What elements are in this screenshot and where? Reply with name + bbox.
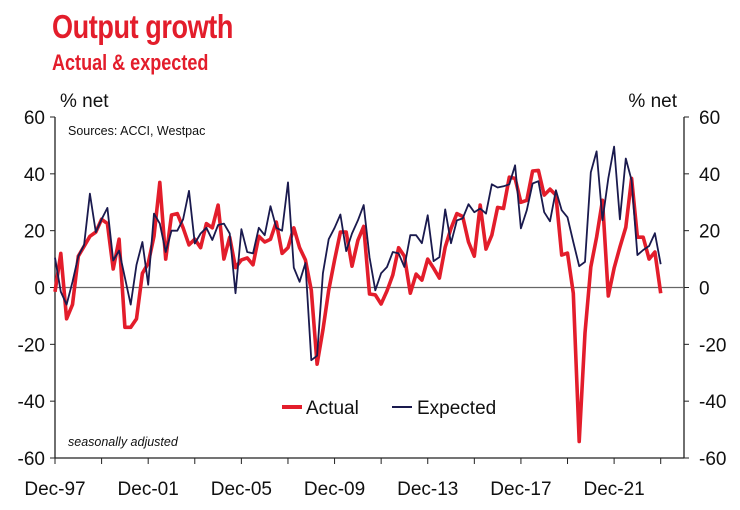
y-tick-label-right: -20 bbox=[699, 335, 726, 356]
y-axis-label-left: % net bbox=[60, 91, 109, 112]
x-tick-label: Dec-09 bbox=[304, 479, 365, 500]
y-tick-label-right: -60 bbox=[699, 449, 726, 470]
chart-subtitle: Actual & expected bbox=[52, 50, 209, 75]
y-tick-label-left: -20 bbox=[18, 335, 45, 356]
y-tick-label-right: 40 bbox=[699, 165, 720, 186]
y-tick-label-left: 20 bbox=[24, 222, 45, 243]
x-tick-label: Dec-05 bbox=[211, 479, 272, 500]
y-tick-label-left: 0 bbox=[34, 279, 45, 300]
x-tick-label: Dec-01 bbox=[118, 479, 179, 500]
x-tick-label: Dec-21 bbox=[583, 479, 644, 500]
y-tick-label-left: 60 bbox=[24, 108, 45, 129]
source-note: Sources: ACCI, Westpac bbox=[68, 124, 205, 138]
legend: Actual Expected bbox=[282, 398, 496, 419]
y-tick-label-right: 60 bbox=[699, 108, 720, 129]
x-tick-label: Dec-17 bbox=[490, 479, 551, 500]
y-tick-label-left: 40 bbox=[24, 165, 45, 186]
footnote: seasonally adjusted bbox=[68, 435, 179, 449]
legend-label-expected: Expected bbox=[417, 398, 496, 419]
x-tick-label: Dec-97 bbox=[24, 479, 85, 500]
y-tick-label-left: -60 bbox=[18, 449, 45, 470]
y-axis-label-right: % net bbox=[628, 91, 677, 112]
x-tick-label: Dec-13 bbox=[397, 479, 458, 500]
chart-title: Output growth bbox=[52, 8, 234, 45]
y-tick-label-right: 0 bbox=[699, 279, 710, 300]
y-tick-label-left: -40 bbox=[18, 392, 45, 413]
legend-label-actual: Actual bbox=[306, 398, 359, 419]
y-tick-label-right: 20 bbox=[699, 222, 720, 243]
series-line-expected bbox=[54, 145, 662, 362]
y-tick-label-right: -40 bbox=[699, 392, 726, 413]
